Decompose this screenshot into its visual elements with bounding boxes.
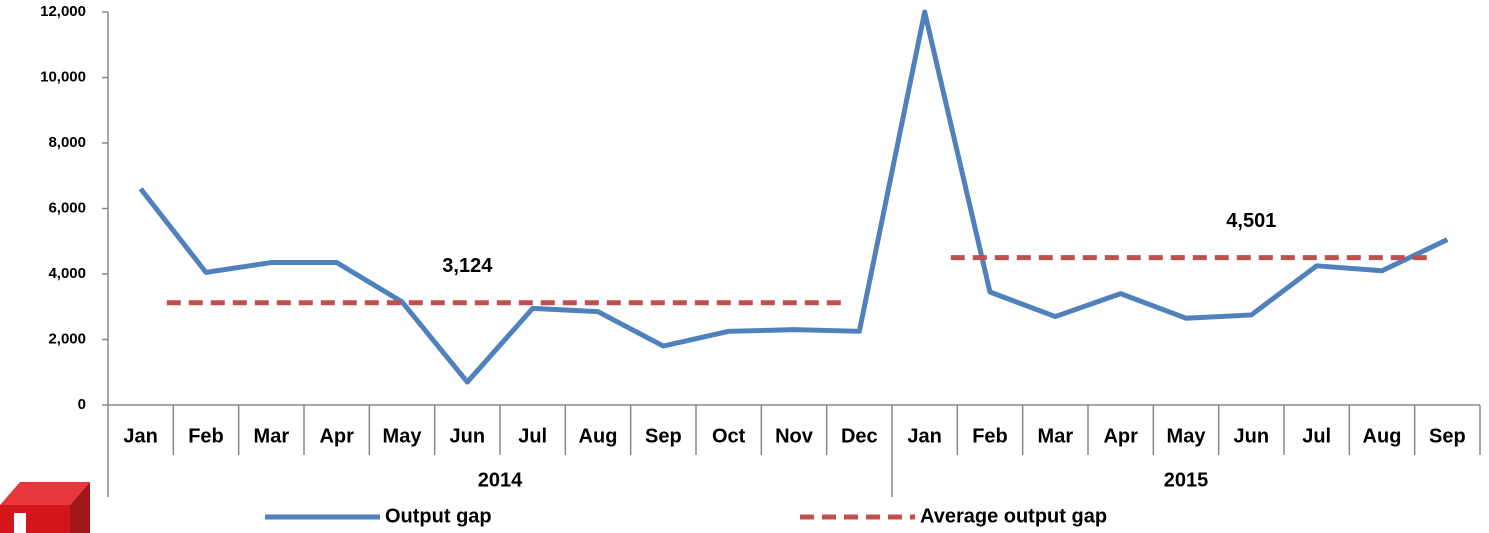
x-tick-label: Sep [645, 425, 682, 447]
x-tick-label: May [383, 425, 423, 447]
y-tick-label: 8,000 [48, 134, 86, 151]
y-tick-label: 10,000 [40, 68, 86, 85]
data-label: 4,501 [1226, 210, 1276, 232]
x-tick-label: Feb [188, 425, 224, 447]
x-tick-label: Jan [123, 425, 157, 447]
group-label: 2015 [1164, 469, 1209, 491]
series-line [138, 9, 1449, 385]
y-tick-label: 0 [78, 396, 86, 413]
y-tick-label: 12,000 [40, 3, 86, 20]
x-tick-label: Sep [1429, 425, 1466, 447]
y-tick-label: 4,000 [48, 265, 86, 282]
x-tick-label: Apr [319, 425, 354, 447]
logo [0, 482, 90, 533]
data-label: 3,124 [442, 255, 493, 277]
legend-label: Output gap [385, 505, 492, 527]
x-tick-label: Feb [972, 425, 1008, 447]
x-tick-label: Oct [712, 425, 746, 447]
x-tick-label: Aug [1363, 425, 1402, 447]
legend-label: Average output gap [920, 505, 1107, 527]
y-tick-label: 6,000 [48, 199, 86, 216]
x-tick-label: Aug [579, 425, 618, 447]
x-tick-label: Jan [907, 425, 941, 447]
x-tick-label: Jun [1234, 425, 1270, 447]
x-tick-label: Jun [450, 425, 486, 447]
x-tick-label: Jul [1302, 425, 1331, 447]
x-tick-label: Jul [518, 425, 547, 447]
x-tick-label: Nov [775, 425, 814, 447]
x-tick-label: Apr [1103, 425, 1138, 447]
x-tick-label: Mar [1038, 425, 1074, 447]
y-tick-label: 2,000 [48, 330, 86, 347]
x-tick-label: Mar [254, 425, 290, 447]
group-label: 2014 [478, 469, 523, 491]
x-tick-label: Dec [841, 425, 878, 447]
x-tick-label: May [1167, 425, 1207, 447]
